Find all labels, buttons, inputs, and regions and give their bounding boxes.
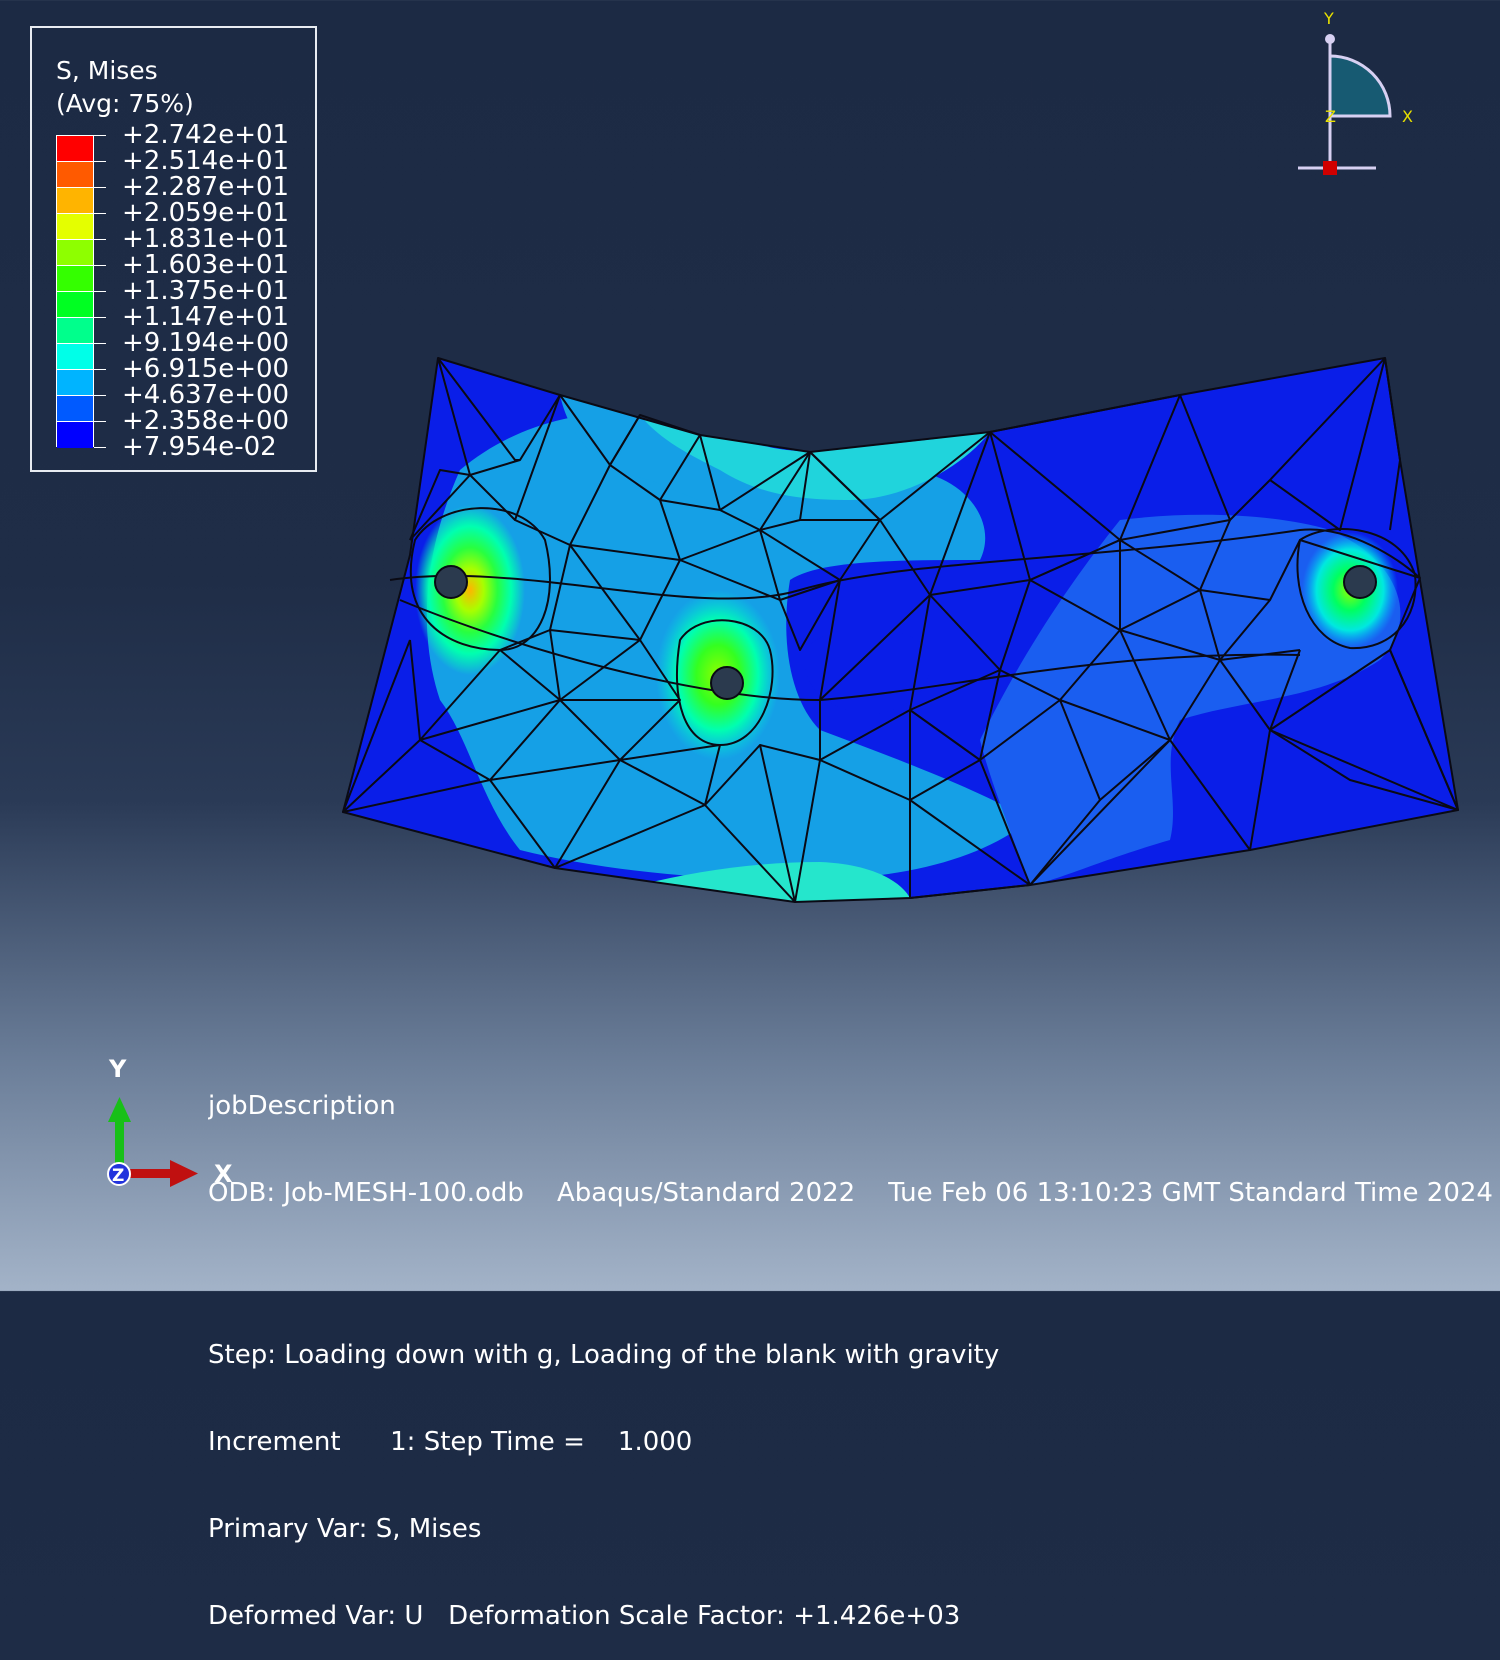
- contour-legend-frame[interactable]: [30, 26, 317, 472]
- legend-tick: [94, 135, 106, 136]
- rigid-pins[interactable]: [434, 565, 1377, 700]
- legend-value-label: +2.514e+01: [122, 146, 290, 176]
- job-description: jobDescription: [208, 1092, 396, 1121]
- deformed-var-line: Deformed Var: U Deformation Scale Factor…: [208, 1602, 961, 1631]
- triad-origin-marker: [1323, 161, 1337, 175]
- legend-band: [57, 292, 93, 318]
- legend-tick: [94, 187, 106, 188]
- triad-quadrant: [1328, 54, 1392, 118]
- triad-top-z-label: Z: [1325, 107, 1336, 126]
- legend-tick: [94, 343, 106, 344]
- coordinate-triad-bottom: Y X Z: [107, 1055, 233, 1188]
- mesh-lines: [342, 357, 1459, 903]
- legend-value-label: +6.915e+00: [122, 354, 290, 384]
- legend-tick: [94, 447, 106, 448]
- contour-low-spot: [804, 627, 931, 715]
- pin-left: [434, 565, 468, 599]
- legend-value-label: +2.287e+01: [122, 172, 290, 202]
- legend-title: S, Mises (Avg: 75%): [56, 54, 194, 120]
- legend-band: [57, 318, 93, 344]
- legend-band: [57, 344, 93, 370]
- legend-value-label: +7.954e-02: [122, 432, 277, 462]
- pin-middle: [710, 666, 744, 700]
- legend-value-label: +2.742e+01: [122, 120, 290, 150]
- legend-band: [57, 422, 93, 448]
- legend-band: [57, 188, 93, 214]
- legend-tick: [94, 369, 106, 370]
- legend-band: [57, 370, 93, 396]
- legend-tick: [94, 265, 106, 266]
- legend-tick: [94, 395, 106, 396]
- legend-tick: [94, 317, 106, 318]
- legend-band: [57, 136, 93, 162]
- triad-bottom-y-label: Y: [108, 1055, 127, 1083]
- legend-value-label: +9.194e+00: [122, 328, 290, 358]
- legend-value-label: +1.831e+01: [122, 224, 290, 254]
- deformed-part[interactable]: [330, 340, 1470, 920]
- contour-right-mid: [980, 514, 1401, 885]
- hotspot-left: [415, 505, 525, 675]
- triad-top-x-label: X: [1402, 107, 1413, 126]
- view-triad-top[interactable]: Y X Z: [1298, 9, 1413, 175]
- legend-band: [57, 396, 93, 422]
- model-viewport[interactable]: Y X Z Y X Z: [0, 0, 1500, 1291]
- legend-value-label: +2.059e+01: [122, 198, 290, 228]
- legend-band: [57, 214, 93, 240]
- triad-bottom-z-label: Z: [112, 1166, 124, 1186]
- odb-line: ODB: Job-MESH-100.odb Abaqus/Standard 20…: [208, 1179, 1493, 1208]
- legend-tick: [94, 239, 106, 240]
- primary-var-line: Primary Var: S, Mises: [208, 1515, 482, 1544]
- status-info-block: jobDescription ODB: Job-MESH-100.odb Aba…: [208, 1034, 1500, 1660]
- legend-band: [57, 162, 93, 188]
- legend-value-label: +2.358e+00: [122, 406, 290, 436]
- triad-y-endpoint: [1325, 34, 1335, 44]
- triad-bottom-x-label: X: [214, 1160, 233, 1188]
- legend-averaging: (Avg: 75%): [56, 89, 194, 118]
- legend-band: [57, 266, 93, 292]
- increment-line: Increment 1: Step Time = 1.000: [208, 1428, 693, 1457]
- legend-tick: [94, 161, 106, 162]
- legend-value-label: +1.603e+01: [122, 250, 290, 280]
- step-line: Step: Loading down with g, Loading of th…: [208, 1341, 1000, 1370]
- legend-value-label: +1.375e+01: [122, 276, 290, 306]
- legend-value-label: +4.637e+00: [122, 380, 290, 410]
- legend-color-bar: [56, 135, 94, 448]
- pin-right: [1343, 565, 1377, 599]
- legend-tick: [94, 213, 106, 214]
- legend-band: [57, 240, 93, 266]
- legend-tick: [94, 421, 106, 422]
- legend-tick: [94, 291, 106, 292]
- triad-top-y-label: Y: [1323, 9, 1334, 28]
- legend-variable: S, Mises: [56, 56, 158, 85]
- legend-value-label: +1.147e+01: [122, 302, 290, 332]
